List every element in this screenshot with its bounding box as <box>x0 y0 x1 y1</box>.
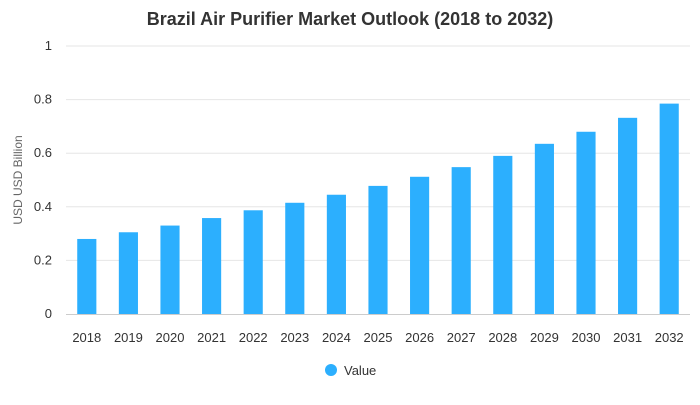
y-tick-label: 0.4 <box>34 199 52 214</box>
y-tick-label: 0.6 <box>34 145 52 160</box>
bar-2020[interactable] <box>160 225 180 314</box>
y-tick-label: 0 <box>45 306 52 321</box>
legend[interactable]: Value <box>325 363 376 378</box>
x-tick-label: 2018 <box>72 330 101 345</box>
bar-2019[interactable] <box>118 232 138 314</box>
x-axis-ticks: 2018 2019 2020 2021 2022 2023 2024 2025 2026 2027… <box>72 330 683 345</box>
bar-2029[interactable] <box>534 143 554 314</box>
legend-label-value: Value <box>344 363 376 378</box>
bar-2028[interactable] <box>493 155 513 314</box>
x-tick-label: 2022 <box>239 330 268 345</box>
x-tick-label: 2020 <box>156 330 185 345</box>
bar-2022[interactable] <box>243 210 263 314</box>
y-tick-label: 0.2 <box>34 252 52 267</box>
legend-swatch-value <box>325 364 337 376</box>
x-tick-label: 2019 <box>114 330 143 345</box>
x-tick-label: 2028 <box>488 330 517 345</box>
bar-2027[interactable] <box>451 167 471 314</box>
bar-2018[interactable] <box>77 238 97 314</box>
bars <box>77 103 679 315</box>
x-tick-label: 2031 <box>613 330 642 345</box>
x-tick-label: 2030 <box>572 330 601 345</box>
x-tick-label: 2032 <box>655 330 684 345</box>
x-tick-label: 2025 <box>364 330 393 345</box>
y-axis-label: USD USD Billion <box>11 135 25 224</box>
bar-2023[interactable] <box>285 202 305 314</box>
chart-title: Brazil Air Purifier Market Outlook (2018… <box>147 9 553 29</box>
x-tick-label: 2029 <box>530 330 559 345</box>
x-tick-label: 2024 <box>322 330 351 345</box>
bar-2030[interactable] <box>576 131 596 314</box>
y-tick-label: 1 <box>45 38 52 53</box>
bar-2024[interactable] <box>326 194 346 314</box>
x-tick-label: 2023 <box>280 330 309 345</box>
x-tick-label: 2026 <box>405 330 434 345</box>
x-tick-label: 2021 <box>197 330 226 345</box>
bar-2026[interactable] <box>410 176 430 314</box>
bar-2032[interactable] <box>659 103 679 315</box>
bar-2031[interactable] <box>618 117 638 314</box>
y-tick-label: 0.8 <box>34 92 52 107</box>
bar-2021[interactable] <box>202 218 222 314</box>
bar-2025[interactable] <box>368 185 388 314</box>
x-tick-label: 2027 <box>447 330 476 345</box>
y-axis-ticks: 0 0.2 0.4 0.6 0.8 1 <box>34 38 52 321</box>
